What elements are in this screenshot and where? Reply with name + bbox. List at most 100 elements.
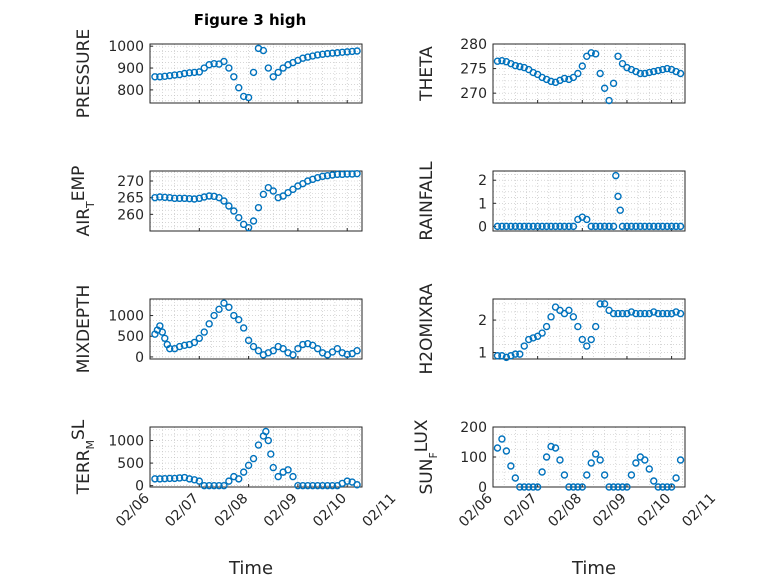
data-point [627, 471, 636, 479]
data-point [676, 309, 685, 318]
x-tick-label: 02/09 [261, 491, 301, 531]
data-point [645, 222, 653, 231]
data-point [538, 468, 546, 476]
data-point [538, 329, 546, 337]
data-point [516, 62, 524, 71]
y-axis-label: PRESSURE [74, 29, 94, 118]
data-point [596, 300, 604, 308]
data-point [641, 456, 649, 464]
data-point [239, 468, 248, 476]
x-tick-label: 02/10 [310, 491, 350, 531]
y-tick-label: 1000 [108, 39, 144, 55]
axes-box [149, 170, 363, 232]
data-point [641, 222, 649, 231]
data-point [618, 59, 627, 68]
y-tick-label: 280 [460, 37, 487, 53]
data-point [574, 483, 582, 491]
data-point [215, 193, 223, 202]
y-tick-label: 265 [117, 191, 144, 207]
data-point [210, 481, 218, 490]
data-point [205, 481, 213, 490]
data-point [166, 344, 174, 353]
data-point [254, 347, 263, 355]
data-point [658, 222, 667, 231]
data-point [511, 222, 520, 231]
data-point [158, 328, 167, 336]
data-point [254, 441, 263, 449]
data-point [200, 64, 208, 72]
data-point [205, 61, 213, 69]
data-point [547, 77, 555, 86]
data-point [525, 483, 533, 491]
data-point [151, 475, 159, 483]
data-point [511, 474, 520, 482]
data-point [318, 481, 327, 490]
data-point [636, 309, 645, 318]
data-point [348, 170, 356, 178]
data-point [274, 472, 282, 481]
data-point [180, 194, 189, 203]
x-axis-label-right: Time [571, 558, 617, 579]
data-point [569, 73, 578, 82]
data-point [239, 92, 248, 101]
data-point [560, 222, 569, 231]
data-point [574, 69, 582, 78]
data-point [323, 49, 332, 58]
data-point [565, 483, 573, 491]
axes-box [492, 298, 686, 360]
data-point [609, 222, 618, 231]
data-point [195, 334, 204, 343]
x-tick-label: 02/06 [456, 490, 496, 530]
data-point [259, 46, 268, 55]
y-axis-label: AIRTEMP [69, 166, 97, 237]
data-point [195, 194, 204, 203]
data-point [569, 313, 578, 321]
data-point [498, 222, 506, 231]
data-point [507, 462, 515, 470]
data-point [636, 222, 645, 231]
y-tick-label: 1 [478, 346, 487, 362]
axes-box [149, 426, 363, 488]
data-point [525, 335, 533, 344]
x-tick-label: 02/07 [162, 491, 202, 531]
y-axis-label: MIXDEPTH [74, 285, 94, 374]
data-point [502, 222, 511, 231]
data-point [230, 311, 238, 320]
data-point [556, 222, 564, 231]
data-point [600, 84, 609, 92]
axes-box [149, 298, 363, 360]
data-point [609, 79, 618, 88]
data-point [614, 483, 622, 491]
data-point [529, 222, 537, 231]
data-point [267, 450, 275, 458]
data-point [274, 68, 282, 77]
data-point [645, 309, 653, 318]
data-point [170, 194, 179, 203]
data-point [498, 352, 506, 360]
data-point [618, 222, 627, 231]
data-point [587, 49, 595, 57]
x-tick-label: 02/06 [113, 490, 153, 530]
data-point [161, 474, 169, 483]
data-point [156, 322, 164, 330]
y-tick-label: 270 [117, 174, 144, 190]
data-point [239, 324, 248, 332]
data-point [616, 206, 624, 214]
data-point [338, 170, 346, 179]
data-point [569, 483, 578, 491]
data-point [284, 466, 292, 474]
data-point [516, 350, 524, 358]
data-point [156, 73, 164, 81]
data-point [348, 47, 356, 56]
data-point [605, 483, 613, 491]
data-point [328, 481, 337, 490]
y-tick-label: 0 [135, 350, 144, 366]
axes-box [492, 170, 686, 232]
data-point [600, 471, 609, 479]
data-point [161, 193, 169, 202]
data-point [583, 342, 591, 350]
data-point [516, 222, 524, 231]
data-point [511, 350, 520, 358]
data-point [279, 64, 287, 72]
